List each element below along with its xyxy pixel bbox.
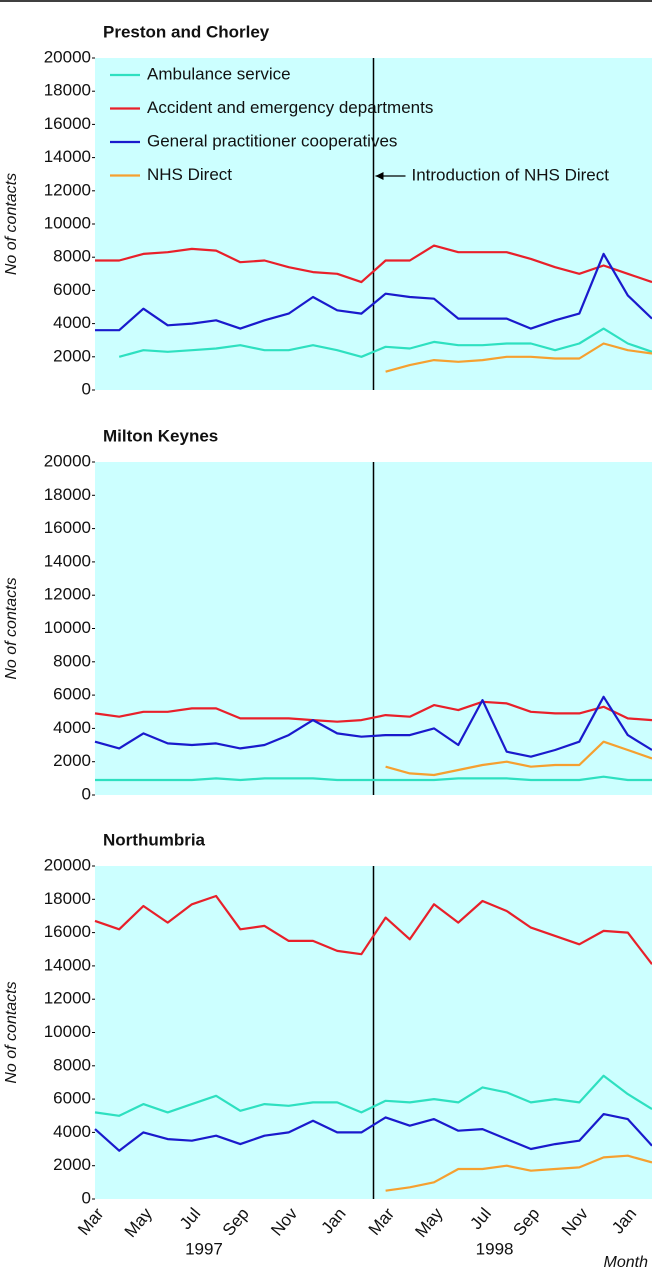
x-tick-label: Mar <box>365 1204 399 1239</box>
y-tick-label: 2000 <box>53 1155 91 1174</box>
y-tick-label: 8000 <box>53 651 91 670</box>
y-tick-label: 16000 <box>44 922 91 941</box>
panel-title: Northumbria <box>103 830 206 849</box>
x-tick-label: Mar <box>74 1204 108 1239</box>
y-tick-label: 16000 <box>44 114 91 133</box>
series-line <box>94 695 652 758</box>
series-line <box>94 894 652 965</box>
x-tick-label: Nov <box>267 1204 301 1240</box>
y-tick-label: 0 <box>82 1188 91 1207</box>
y-tick-label: 4000 <box>53 313 91 332</box>
y-tick-label: 6000 <box>53 280 91 299</box>
series-line <box>95 775 652 782</box>
legend-label: NHS Direct <box>147 165 232 184</box>
y-tick-label: 20000 <box>44 855 91 874</box>
y-axis-label: No of contacts <box>3 173 20 275</box>
series-line <box>385 1154 652 1192</box>
x-tick-label: Jul <box>176 1204 205 1233</box>
series-line <box>94 1113 652 1152</box>
y-tick-label: 2000 <box>53 751 91 770</box>
y-tick-label: 10000 <box>44 1022 91 1041</box>
x-tick-label: Jan <box>317 1204 349 1237</box>
series-line <box>118 327 652 358</box>
y-tick-label: 12000 <box>44 180 91 199</box>
series-line <box>94 1074 652 1117</box>
y-tick-label: 10000 <box>44 618 91 637</box>
y-axis-label: No of contacts <box>3 577 20 679</box>
y-tick-label: 14000 <box>44 955 91 974</box>
y-tick-label: 12000 <box>44 989 91 1008</box>
series-line <box>385 740 652 777</box>
y-tick-label: 8000 <box>53 1055 91 1074</box>
y-tick-label: 0 <box>82 784 91 803</box>
y-tick-label: 16000 <box>44 518 91 537</box>
y-tick-label: 14000 <box>44 147 91 166</box>
y-tick-label: 18000 <box>44 485 91 504</box>
x-axis-label: Month <box>604 1254 649 1271</box>
y-tick-label: 10000 <box>44 213 91 232</box>
x-tick-label: May <box>411 1204 447 1241</box>
y-tick-label: 4000 <box>53 1122 91 1141</box>
x-tick-label: Jan <box>608 1204 640 1237</box>
series-line <box>95 252 652 332</box>
year-label: 1998 <box>476 1239 514 1258</box>
y-tick-label: 18000 <box>44 889 91 908</box>
y-tick-label: 6000 <box>53 685 91 704</box>
series-line <box>94 700 652 723</box>
y-tick-label: 18000 <box>44 81 91 100</box>
x-tick-label: Nov <box>558 1204 592 1240</box>
legend-label: General practitioner cooperatives <box>147 131 397 150</box>
series-line <box>95 244 652 284</box>
y-tick-label: 8000 <box>53 247 91 266</box>
panel-title: Preston and Chorley <box>103 22 270 41</box>
y-tick-label: 2000 <box>53 346 91 365</box>
year-label: 1997 <box>185 1239 223 1258</box>
x-tick-label: Sep <box>219 1204 253 1239</box>
y-tick-label: 6000 <box>53 1089 91 1108</box>
series-line <box>385 342 652 373</box>
legend-label: Accident and emergency departments <box>147 98 433 117</box>
annotation-arrowhead <box>375 172 384 180</box>
annotation: Introduction of NHS Direct <box>412 165 610 184</box>
panel-title: Milton Keynes <box>103 426 218 445</box>
y-tick-label: 12000 <box>44 585 91 604</box>
y-tick-label: 14000 <box>44 551 91 570</box>
y-tick-label: 20000 <box>44 47 91 66</box>
y-axis-label: No of contacts <box>3 981 20 1083</box>
x-tick-label: Jul <box>466 1204 495 1233</box>
x-tick-label: Sep <box>509 1204 543 1239</box>
x-tick-label: May <box>121 1204 157 1241</box>
legend-label: Ambulance service <box>147 64 291 83</box>
y-tick-label: 20000 <box>44 451 91 470</box>
y-tick-label: 0 <box>82 379 91 398</box>
y-tick-label: 4000 <box>53 718 91 737</box>
